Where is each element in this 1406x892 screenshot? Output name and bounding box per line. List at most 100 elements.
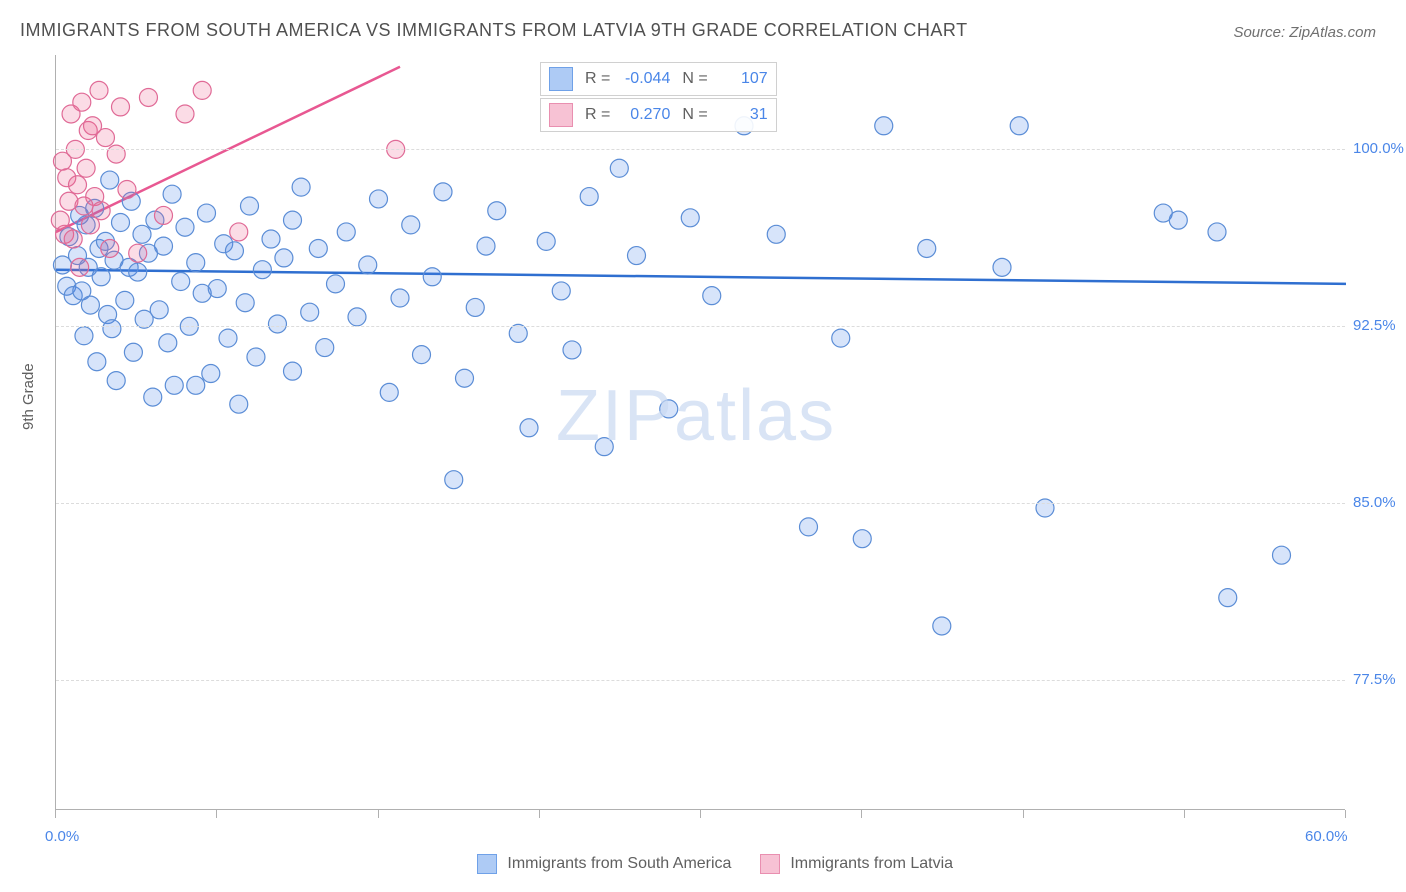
plot-area: ZIPatlas — [55, 55, 1345, 810]
scatter-point — [71, 258, 89, 276]
scatter-point — [81, 296, 99, 314]
scatter-point — [116, 291, 134, 309]
scatter-point — [413, 346, 431, 364]
scatter-point — [1219, 589, 1237, 607]
scatter-point — [832, 329, 850, 347]
scatter-point — [75, 327, 93, 345]
x-tick — [700, 810, 701, 818]
x-tick — [1184, 810, 1185, 818]
scatter-point — [327, 275, 345, 293]
scatter-point — [107, 372, 125, 390]
scatter-point — [172, 273, 190, 291]
trend-line — [56, 270, 1346, 284]
scatter-point — [219, 329, 237, 347]
scatter-point — [292, 178, 310, 196]
scatter-point — [236, 294, 254, 312]
scatter-point — [198, 204, 216, 222]
scatter-point — [370, 190, 388, 208]
scatter-point — [918, 239, 936, 257]
scatter-point — [275, 249, 293, 267]
stats-box-series-0: R = -0.044 N = 107 — [540, 62, 777, 96]
scatter-point — [391, 289, 409, 307]
scatter-point — [380, 383, 398, 401]
scatter-point — [118, 180, 136, 198]
scatter-point — [337, 223, 355, 241]
scatter-point — [875, 117, 893, 135]
stat-r-value: 0.270 — [618, 106, 670, 124]
scatter-point — [139, 88, 157, 106]
gridline-horizontal — [56, 149, 1345, 150]
scatter-point — [1010, 117, 1028, 135]
scatter-point — [64, 230, 82, 248]
scatter-point — [107, 145, 125, 163]
scatter-point — [225, 242, 243, 260]
scatter-point — [488, 202, 506, 220]
x-tick — [861, 810, 862, 818]
stat-r-label: R = — [585, 70, 610, 88]
legend-label-1: Immigrants from Latvia — [790, 855, 953, 872]
scatter-point — [1036, 499, 1054, 517]
scatter-point — [1273, 546, 1291, 564]
scatter-point — [101, 171, 119, 189]
scatter-point — [253, 261, 271, 279]
scatter-point — [552, 282, 570, 300]
y-tick-label: 92.5% — [1353, 317, 1396, 334]
scatter-point — [1208, 223, 1226, 241]
stat-n-value: 31 — [716, 106, 768, 124]
y-tick-label: 100.0% — [1353, 140, 1404, 157]
scatter-point — [92, 202, 110, 220]
scatter-point — [423, 268, 441, 286]
scatter-point — [155, 206, 173, 224]
scatter-point — [187, 254, 205, 272]
scatter-point — [660, 400, 678, 418]
scatter-point — [112, 214, 130, 232]
scatter-point — [595, 438, 613, 456]
source-attribution: Source: ZipAtlas.com — [1233, 24, 1376, 41]
scatter-point — [1169, 211, 1187, 229]
scatter-point — [129, 244, 147, 262]
scatter-point — [241, 197, 259, 215]
scatter-point — [176, 105, 194, 123]
x-tick — [216, 810, 217, 818]
scatter-point — [159, 334, 177, 352]
scatter-point — [155, 237, 173, 255]
scatter-point — [90, 81, 108, 99]
scatter-point — [359, 256, 377, 274]
scatter-point — [176, 218, 194, 236]
scatter-point — [477, 237, 495, 255]
scatter-point — [628, 247, 646, 265]
scatter-point — [230, 223, 248, 241]
scatter-point — [563, 341, 581, 359]
legend-swatch-1 — [760, 854, 780, 874]
scatter-point — [129, 263, 147, 281]
scatter-point — [202, 365, 220, 383]
scatter-point — [262, 230, 280, 248]
scatter-point — [445, 471, 463, 489]
scatter-point — [193, 81, 211, 99]
stat-n-label: N = — [682, 106, 707, 124]
scatter-point — [853, 530, 871, 548]
stat-r-value: -0.044 — [618, 70, 670, 88]
plot-svg — [56, 55, 1345, 809]
scatter-point — [268, 315, 286, 333]
scatter-point — [580, 188, 598, 206]
scatter-point — [800, 518, 818, 536]
x-tick — [378, 810, 379, 818]
stat-n-label: N = — [682, 70, 707, 88]
scatter-point — [69, 176, 87, 194]
chart-title: IMMIGRANTS FROM SOUTH AMERICA VS IMMIGRA… — [20, 20, 968, 41]
scatter-point — [610, 159, 628, 177]
x-tick — [1345, 810, 1346, 818]
swatch-icon — [549, 103, 573, 127]
scatter-point — [348, 308, 366, 326]
x-tick — [55, 810, 56, 818]
scatter-point — [92, 268, 110, 286]
scatter-point — [133, 225, 151, 243]
gridline-horizontal — [56, 680, 1345, 681]
scatter-point — [284, 211, 302, 229]
scatter-point — [520, 419, 538, 437]
x-tick — [539, 810, 540, 818]
scatter-point — [208, 280, 226, 298]
scatter-point — [165, 376, 183, 394]
stat-r-label: R = — [585, 106, 610, 124]
